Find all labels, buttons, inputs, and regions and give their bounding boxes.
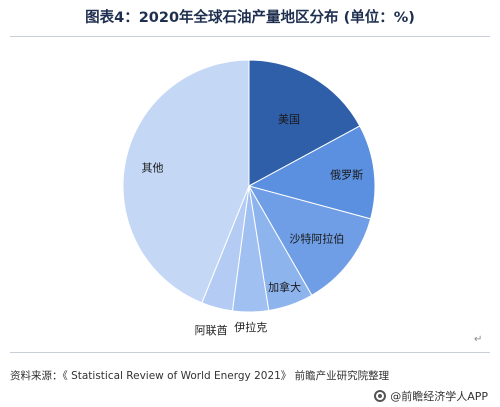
pie-slice xyxy=(247,185,372,296)
return-mark-icon: ↵ xyxy=(474,334,483,345)
slice-label: 伊拉克 xyxy=(234,320,267,334)
slice-label: 美国 xyxy=(278,113,300,126)
footer-brand: @前瞻经济学人APP xyxy=(374,388,488,404)
chart-title: 图表4：2020年全球石油产量地区分布 (单位：%) xyxy=(85,10,415,26)
slice-label: 加拿大 xyxy=(268,280,301,294)
brand-text: @前瞻经济学人APP xyxy=(390,390,488,403)
slice-label: 沙特阿拉伯 xyxy=(289,231,344,245)
title-divider xyxy=(10,36,490,37)
slice-label: 俄罗斯 xyxy=(330,169,363,182)
source-note: 资料来源：《 Statistical Review of World Energ… xyxy=(10,370,390,382)
pie-slice xyxy=(122,59,250,304)
pie-slice xyxy=(247,125,376,220)
slice-label: 阿联酋 xyxy=(195,323,228,337)
source-divider xyxy=(10,352,490,353)
slice-label: 其他 xyxy=(142,161,164,174)
pie-slice xyxy=(248,59,361,187)
brand-logo-icon xyxy=(374,390,387,402)
